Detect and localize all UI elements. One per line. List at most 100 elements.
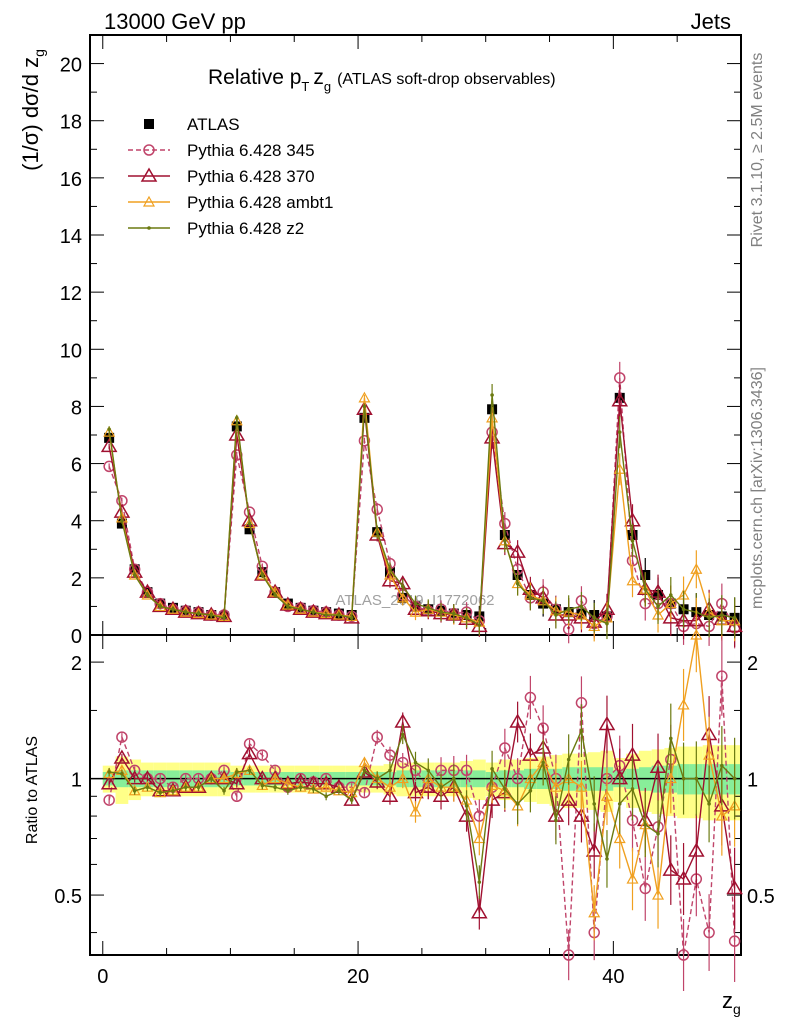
legend-label: Pythia 6.428 z2: [187, 219, 304, 238]
data-point: [298, 785, 303, 790]
series-line: [108, 719, 736, 913]
data-point: [675, 870, 692, 885]
data-point: [241, 745, 258, 760]
data-point: [715, 809, 728, 821]
data-point: [247, 768, 252, 773]
data-point: [726, 879, 743, 895]
data-point: [151, 597, 169, 613]
data-point: [464, 616, 469, 620]
ratio-y-tick-label-right: 1: [747, 770, 758, 792]
data-point: [375, 530, 380, 534]
data-point: [541, 760, 545, 765]
data-point: [177, 778, 195, 793]
data-point: [273, 785, 277, 790]
data-point: [209, 776, 214, 781]
ratio-axis-label: Ratio to ATLAS: [24, 736, 41, 844]
data-point: [605, 857, 609, 861]
data-point: [662, 861, 680, 876]
data-point: [509, 543, 526, 558]
data-point: [515, 802, 520, 806]
data-point: [273, 593, 277, 597]
data-point: [630, 538, 635, 543]
data-point: [643, 822, 648, 827]
data-point: [656, 831, 660, 836]
data-point: [158, 790, 163, 795]
data-point: [358, 786, 371, 799]
data-point: [681, 776, 686, 781]
data-point: [358, 391, 371, 403]
data-point: [703, 748, 716, 760]
data-point: [107, 770, 111, 774]
ratio-y-tick-label: 0.5: [54, 886, 82, 908]
data-point: [132, 788, 137, 793]
data-point: [107, 427, 111, 432]
header-left: 13000 GeV pp: [104, 9, 246, 34]
data-point: [141, 588, 154, 600]
data-point: [103, 794, 115, 806]
data-point: [244, 524, 255, 535]
data-point: [171, 788, 175, 793]
data-point: [294, 780, 307, 792]
data-point: [560, 791, 577, 806]
data-point: [588, 906, 601, 918]
data-point: [218, 772, 231, 784]
y-tick-label: 12: [60, 283, 82, 305]
data-point: [490, 766, 494, 771]
data-point: [668, 736, 673, 741]
data-point: [196, 611, 201, 616]
data-point: [473, 832, 486, 844]
data-point: [528, 788, 533, 793]
data-point: [605, 621, 609, 626]
legend-label: Pythia 6.428 370: [187, 167, 315, 186]
data-point: [396, 591, 409, 603]
data-point: [639, 882, 652, 895]
series-z2: [107, 703, 737, 899]
data-point: [196, 785, 201, 790]
data-point: [694, 776, 699, 781]
data-point: [311, 787, 316, 791]
data-point: [298, 607, 303, 612]
series-line: [109, 728, 736, 883]
data-point: [183, 785, 188, 790]
data-point: [337, 613, 341, 617]
legend-marker: [140, 167, 158, 182]
data-point: [388, 567, 392, 572]
x-tick-label: 0: [97, 966, 108, 988]
data-point: [243, 517, 256, 529]
data-point: [269, 772, 282, 784]
data-point: [585, 842, 603, 857]
data-point: [592, 616, 597, 620]
data-point: [209, 613, 214, 617]
data-point: [643, 587, 648, 592]
data-point: [190, 778, 207, 793]
data-point: [286, 788, 290, 793]
data-point: [432, 787, 450, 803]
data-point: [554, 613, 558, 617]
data-point: [254, 566, 271, 581]
data-point: [426, 606, 431, 610]
data-point: [630, 787, 635, 791]
data-point: [528, 596, 533, 600]
legend-marker: [144, 119, 154, 129]
y-tick-label: 20: [60, 55, 82, 77]
data-point: [460, 764, 473, 777]
mcplots-label: mcplots.cern.ch [arXiv:1306.3436]: [749, 367, 766, 609]
legend-label: ATLAS: [187, 115, 240, 134]
data-point: [311, 610, 316, 614]
legend-entry: ATLAS: [144, 115, 240, 134]
data-point: [575, 780, 588, 792]
data-point: [343, 791, 360, 806]
data-point: [617, 802, 622, 806]
data-point: [256, 568, 269, 580]
y-tick-label: 8: [71, 397, 82, 419]
data-point: [222, 788, 226, 793]
data-point: [120, 518, 124, 523]
data-point: [234, 416, 239, 420]
legend: ATLAS Pythia 6.428 345 Pythia 6.428 370 Pyt…: [128, 115, 333, 238]
data-point: [349, 798, 354, 802]
data-point: [383, 780, 396, 792]
x-tick-label: 20: [347, 966, 369, 988]
legend-marker: [142, 195, 156, 207]
data-point: [707, 616, 711, 620]
